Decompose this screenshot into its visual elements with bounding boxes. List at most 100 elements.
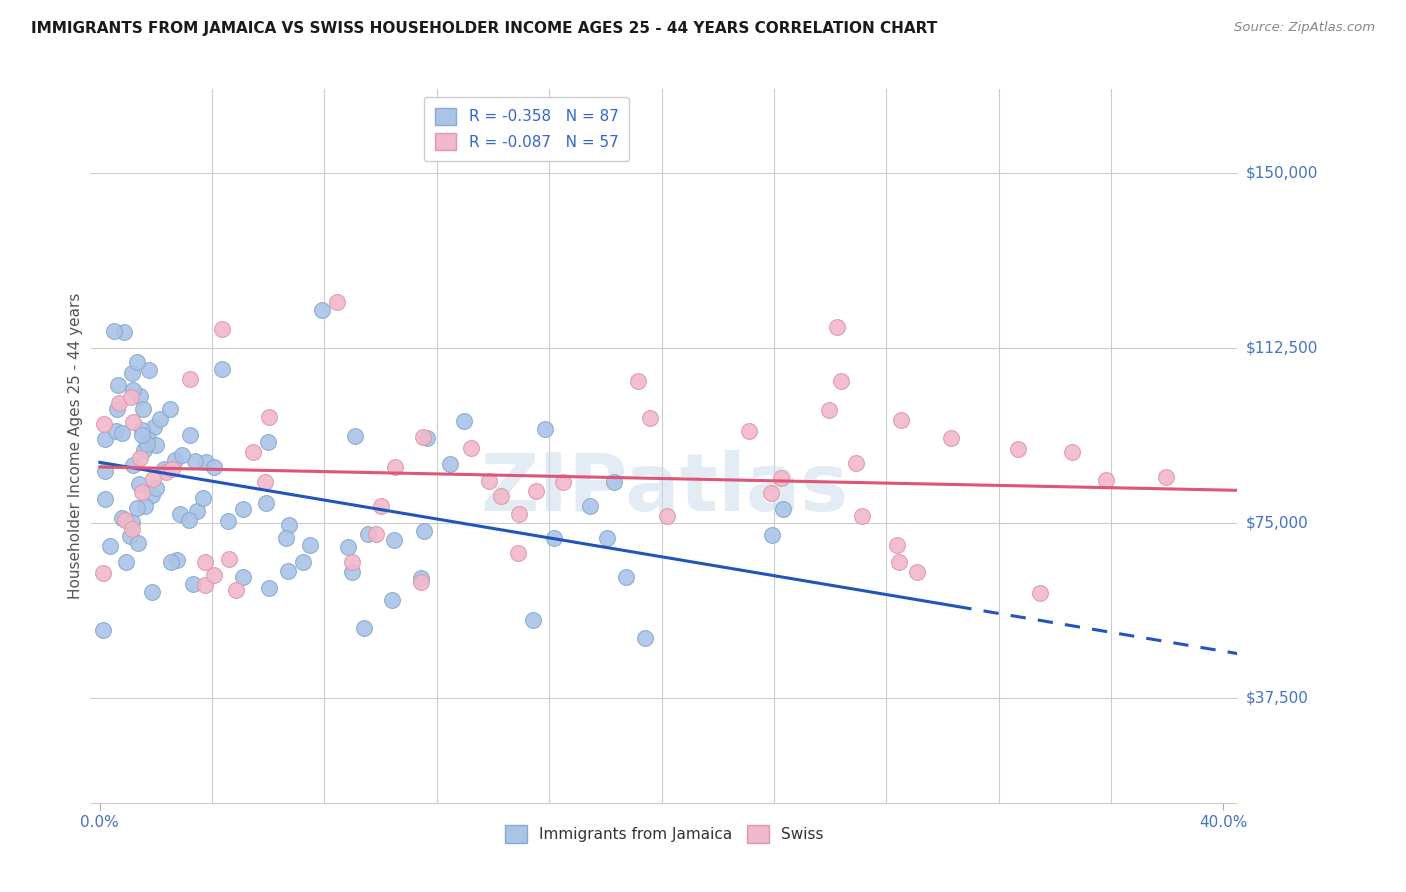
Point [177,513,200,527]
Point [170,448,193,462]
Point [218,552,240,566]
Point [381,592,404,607]
Point [169,507,191,521]
Point [91,624,114,638]
Point [186,504,208,518]
Point [353,621,375,635]
Point [257,581,280,595]
Point [769,470,792,484]
Point [890,413,912,427]
Point [416,431,439,445]
Point [111,425,134,440]
Point [627,374,650,388]
Point [257,410,280,425]
Point [138,363,160,377]
Point [120,390,142,404]
Point [183,454,205,468]
Point [506,546,529,560]
Point [121,522,143,536]
Point [254,496,277,510]
Point [141,585,163,599]
Point [887,555,910,569]
Point [772,501,794,516]
Point [277,565,299,579]
Point [181,576,204,591]
Point [851,508,873,523]
Point [121,515,143,529]
Point [1094,473,1116,487]
Point [129,450,152,465]
Point [127,354,149,368]
Text: IMMIGRANTS FROM JAMAICA VS SWISS HOUSEHOLDER INCOME AGES 25 - 44 YEARS CORRELATI: IMMIGRANTS FROM JAMAICA VS SWISS HOUSEHO… [31,21,938,37]
Point [277,517,299,532]
Point [160,555,183,569]
Point [478,474,501,488]
Point [364,527,387,541]
Point [232,570,254,584]
Point [134,499,156,513]
Point [357,526,380,541]
Point [257,434,280,449]
Point [522,613,544,627]
Point [107,377,129,392]
Point [845,456,868,470]
Point [131,484,153,499]
Text: Source: ZipAtlas.com: Source: ZipAtlas.com [1234,21,1375,35]
Point [142,472,165,486]
Point [253,475,276,489]
Point [128,476,150,491]
Text: $75,000: $75,000 [1246,516,1309,531]
Point [127,501,149,516]
Point [93,417,115,431]
Point [614,570,637,584]
Point [145,438,167,452]
Point [141,488,163,502]
Y-axis label: Householder Income Ages 25 - 44 years: Householder Income Ages 25 - 44 years [67,293,83,599]
Point [596,531,619,545]
Point [191,491,214,505]
Point [543,532,565,546]
Point [202,568,225,582]
Point [738,424,761,438]
Point [211,322,233,336]
Point [411,571,433,585]
Point [411,575,433,590]
Point [761,486,783,500]
Point [98,540,121,554]
Point [655,509,678,524]
Text: ZIPatlas: ZIPatlas [481,450,848,528]
Point [105,402,128,417]
Legend: Immigrants from Jamaica, Swiss: Immigrants from Jamaica, Swiss [499,819,830,848]
Point [138,432,160,446]
Point [93,491,115,506]
Point [129,389,152,403]
Point [112,325,135,339]
Point [460,441,482,455]
Point [202,460,225,475]
Point [108,396,131,410]
Point [132,402,155,417]
Point [524,483,547,498]
Point [136,436,159,450]
Point [217,514,239,528]
Point [579,499,602,513]
Point [907,565,929,579]
Point [121,415,143,429]
Point [342,555,364,569]
Point [274,531,297,545]
Point [103,324,125,338]
Point [602,475,624,490]
Point [127,536,149,550]
Point [1028,586,1050,600]
Point [121,458,143,473]
Point [120,529,142,543]
Point [179,372,201,386]
Point [160,461,183,475]
Point [211,362,233,376]
Point [344,429,367,443]
Point [121,366,143,380]
Point [439,457,461,471]
Point [299,538,322,552]
Point [145,481,167,495]
Point [453,414,475,428]
